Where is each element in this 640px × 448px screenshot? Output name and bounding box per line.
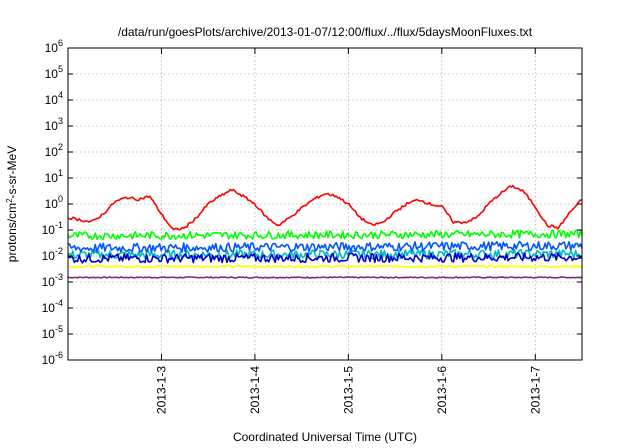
series-line (67, 184, 583, 231)
y-tick-label: 106 (45, 38, 63, 55)
series-line (67, 264, 583, 269)
y-tick-label: 10-6 (42, 350, 63, 367)
y-tick-label: 10-5 (42, 324, 63, 341)
y-tick-label: 101 (45, 168, 63, 185)
y-axis-label: protons/cm2-s-sr-MeV (5, 146, 20, 262)
x-tick-label: 2013-1-5 (341, 366, 355, 414)
y-tick-label: 10-1 (42, 220, 63, 237)
series-line (67, 240, 583, 253)
x-axis-ticks: 2013-1-3 2013-1-4 2013-1-5 2013-1-6 2013-1-7 (154, 48, 542, 414)
x-tick-label: 2013-1-7 (528, 366, 542, 414)
x-tick-label: 2013-1-4 (248, 366, 262, 414)
y-axis-ticks: 10-6 10-5 10-4 10-3 10-2 10-1 100 101 102 103 104 1… (42, 38, 582, 367)
series-line (67, 252, 583, 264)
y-tick-label: 10-2 (42, 246, 63, 263)
series-line (67, 248, 583, 261)
y-tick-label: 103 (45, 116, 63, 133)
x-tick-label: 2013-1-3 (154, 366, 168, 414)
y-tick-label: 102 (45, 142, 63, 159)
chart-title: /data/run/goesPlots/archive/2013-01-07/1… (118, 25, 533, 39)
series-line (68, 276, 583, 279)
y-tick-label: 10-4 (42, 298, 63, 315)
series-group (67, 184, 583, 279)
y-tick-label: 10-3 (42, 272, 63, 289)
y-tick-label: 105 (45, 64, 63, 81)
x-axis-label: Coordinated Universal Time (UTC) (233, 430, 417, 444)
series-line (67, 229, 583, 241)
x-tick-label: 2013-1-6 (435, 366, 449, 414)
y-tick-label: 100 (45, 194, 63, 211)
y-tick-label: 104 (45, 90, 63, 107)
grid (68, 47, 582, 361)
